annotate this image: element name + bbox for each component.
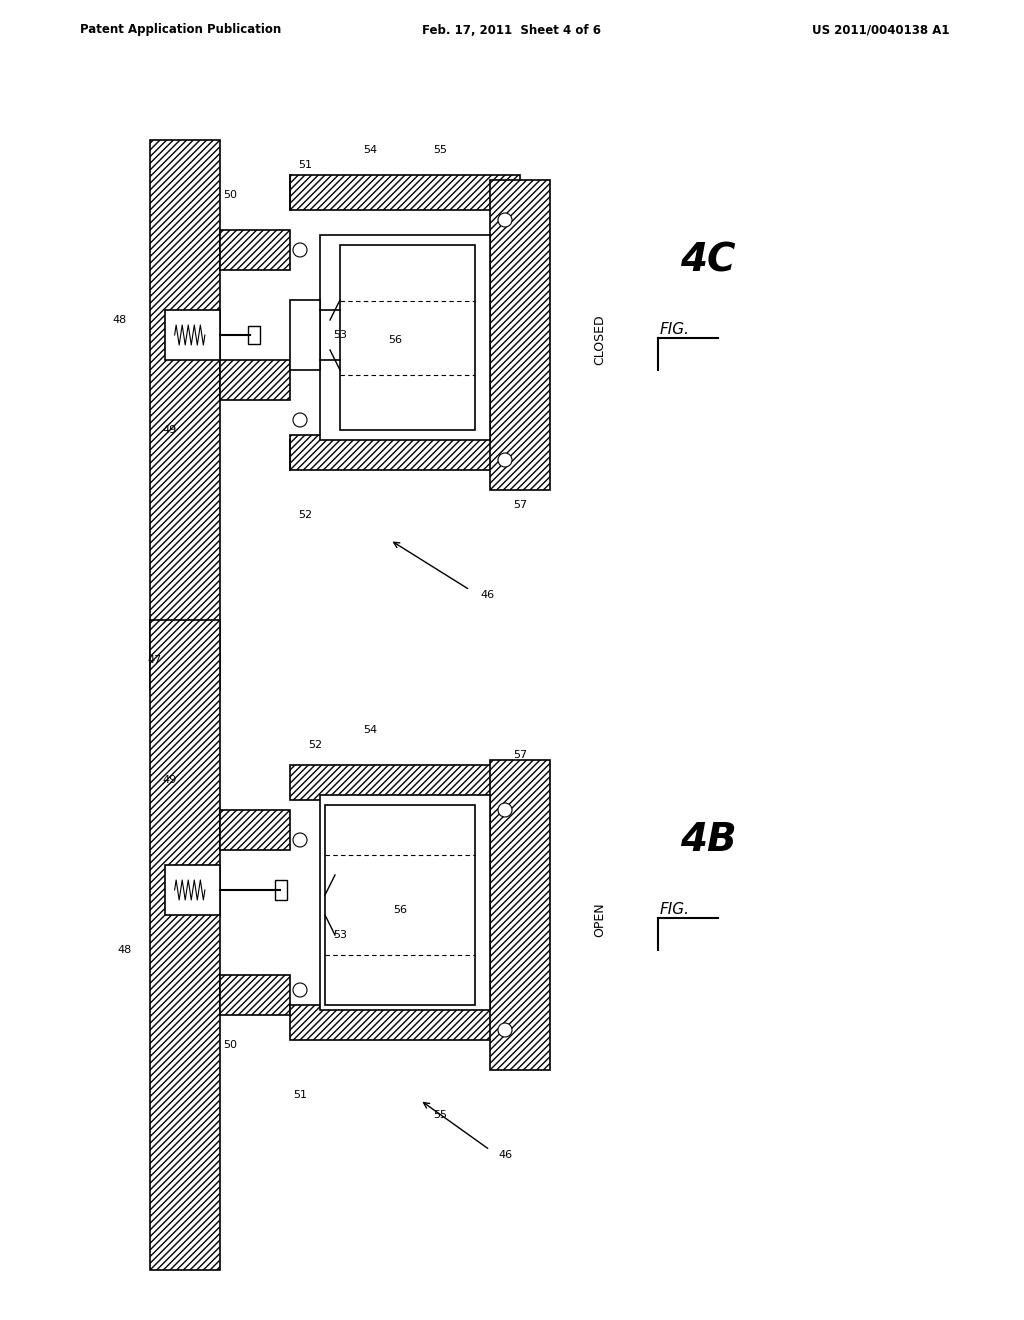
- Text: 52: 52: [308, 741, 323, 750]
- Circle shape: [293, 413, 307, 426]
- Circle shape: [498, 803, 512, 817]
- Text: 56: 56: [393, 906, 407, 915]
- Text: CLOSED: CLOSED: [594, 314, 606, 366]
- Text: 53: 53: [333, 931, 347, 940]
- Text: 56: 56: [388, 335, 402, 345]
- Text: 48: 48: [113, 315, 127, 325]
- Bar: [150, 140, 220, 690]
- Text: Feb. 17, 2011  Sheet 4 of 6: Feb. 17, 2011 Sheet 4 of 6: [423, 24, 601, 37]
- Text: 50: 50: [223, 190, 237, 201]
- Bar: [290, 436, 520, 470]
- Circle shape: [293, 983, 307, 997]
- Circle shape: [293, 833, 307, 847]
- Bar: [290, 176, 520, 210]
- Text: 57: 57: [513, 750, 527, 760]
- Bar: [325, 805, 475, 1005]
- Text: 52: 52: [298, 510, 312, 520]
- Text: 47: 47: [147, 655, 162, 665]
- Text: 4C: 4C: [680, 242, 735, 279]
- Text: 55: 55: [433, 1110, 447, 1119]
- Bar: [490, 180, 550, 490]
- Bar: [490, 760, 550, 1071]
- Text: OPEN: OPEN: [594, 903, 606, 937]
- Circle shape: [498, 1023, 512, 1038]
- Text: Patent Application Publication: Patent Application Publication: [80, 24, 282, 37]
- Bar: [220, 230, 290, 271]
- Circle shape: [498, 213, 512, 227]
- Bar: [150, 620, 220, 1270]
- Text: 51: 51: [293, 1090, 307, 1100]
- Text: 49: 49: [163, 775, 177, 785]
- Text: 54: 54: [362, 725, 377, 735]
- Bar: [340, 246, 475, 430]
- Bar: [290, 766, 520, 800]
- Bar: [220, 975, 290, 1015]
- Bar: [165, 310, 220, 360]
- Text: 54: 54: [362, 145, 377, 154]
- Circle shape: [293, 243, 307, 257]
- Text: 48: 48: [118, 945, 132, 954]
- Bar: [220, 810, 290, 850]
- Bar: [165, 865, 220, 915]
- Bar: [319, 795, 490, 1010]
- Text: 50: 50: [223, 1040, 237, 1049]
- Text: 55: 55: [433, 145, 447, 154]
- Text: 57: 57: [513, 500, 527, 510]
- Bar: [319, 235, 490, 440]
- Bar: [290, 300, 319, 370]
- Text: 49: 49: [163, 425, 177, 436]
- Bar: [220, 360, 290, 400]
- Circle shape: [498, 453, 512, 467]
- Text: FIG.: FIG.: [660, 903, 690, 917]
- Text: 46: 46: [480, 590, 495, 601]
- Text: 51: 51: [298, 160, 312, 170]
- Bar: [275, 880, 287, 900]
- Bar: [290, 1005, 520, 1040]
- Text: FIG.: FIG.: [660, 322, 690, 338]
- Text: 46: 46: [498, 1150, 512, 1160]
- Text: 4B: 4B: [680, 821, 736, 859]
- Text: 53: 53: [333, 330, 347, 341]
- Bar: [248, 326, 260, 345]
- Text: US 2011/0040138 A1: US 2011/0040138 A1: [812, 24, 950, 37]
